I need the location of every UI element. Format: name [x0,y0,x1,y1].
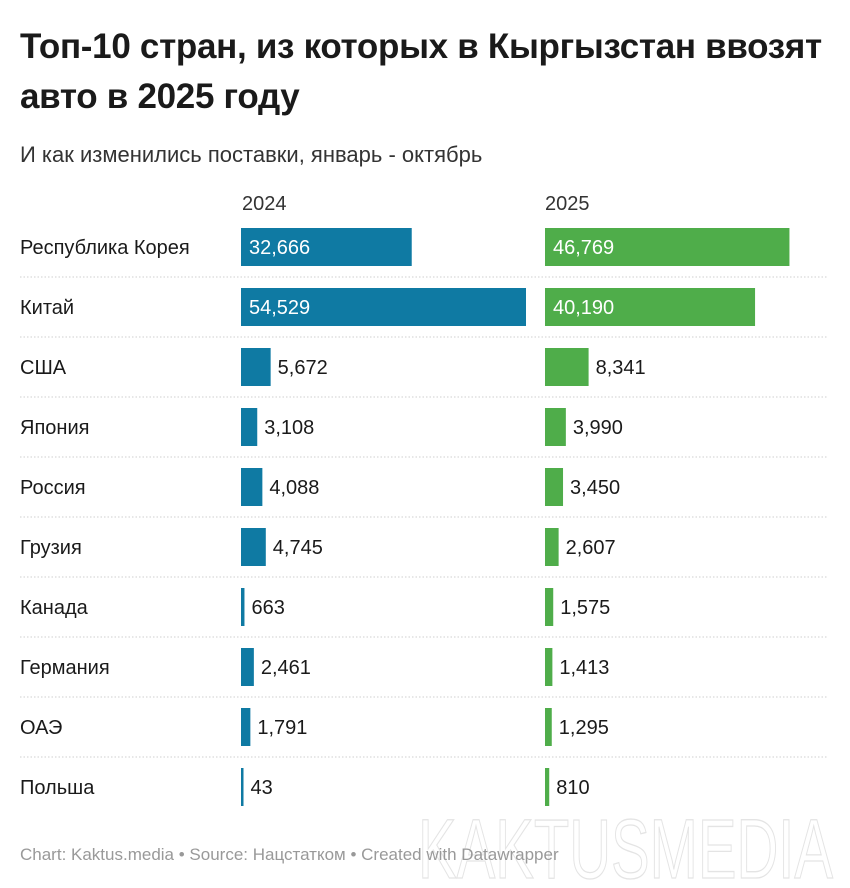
value-label-2024: 663 [251,597,284,619]
chart-subtitle: И как изменились поставки, январь - октя… [20,142,483,167]
chart-footer: Chart: Kaktus.media • Source: Нацстатком… [20,845,559,864]
bar-2024 [241,588,245,626]
bar-2025 [545,768,550,806]
column-header-2025: 2025 [545,193,590,215]
value-label-2024: 1,791 [257,717,307,739]
value-label-2025: 46,769 [553,237,614,259]
value-label-2024: 2,461 [261,657,311,679]
value-label-2024: 3,108 [264,417,314,439]
bar-2025 [545,408,566,446]
category-label: Республика Корея [20,237,190,259]
kaktusmedia-watermark-logo: KAKTUSMEDIA [418,806,834,886]
value-label-2024: 54,529 [249,297,310,319]
value-label-2025: 1,575 [560,597,610,619]
bar-2024 [241,288,526,326]
value-label-2025: 3,450 [570,477,620,499]
bar-2024 [241,768,244,806]
bar-2024 [241,708,251,746]
bar-2025 [545,288,756,326]
category-label: Грузия [20,537,82,559]
category-label: Канада [20,597,89,619]
bar-2025 [545,588,554,626]
bar-2024 [241,528,266,566]
value-label-2025: 1,413 [559,657,609,679]
value-label-2024: 4,088 [269,477,319,499]
value-label-2025: 1,295 [559,717,609,739]
bar-2025 [545,468,564,506]
bar-2024 [241,348,271,386]
bar-2024 [241,468,263,506]
value-label-2024: 32,666 [249,237,310,259]
value-label-2025: 3,990 [573,417,623,439]
column-header-2024: 2024 [242,193,287,215]
category-label: Китай [20,297,74,319]
category-label: Германия [20,657,110,679]
value-label-2025: 2,607 [566,537,616,559]
bar-2024 [241,228,412,266]
chart-title: Топ-10 стран, из которых в Кыргызстан вв… [20,27,822,116]
bar-2025 [545,708,552,746]
value-label-2025: 40,190 [553,297,614,319]
value-label-2024: 43 [251,777,273,799]
bar-2024 [241,408,258,446]
bar-2025 [545,648,553,686]
svg-text:KAKTUSMEDIA: KAKTUSMEDIA [418,806,833,886]
category-label: Польша [20,777,95,799]
bar-2025 [545,528,559,566]
category-label: Япония [20,417,89,439]
value-label-2024: 5,672 [278,357,328,379]
value-label-2024: 4,745 [273,537,323,559]
category-label: США [20,357,67,379]
category-label: Россия [20,477,86,499]
category-label: ОАЭ [20,717,62,739]
bar-2025 [545,348,589,386]
bar-2024 [241,648,254,686]
bar-2025 [545,228,790,266]
value-label-2025: 8,341 [596,357,646,379]
value-label-2025: 810 [556,777,589,799]
